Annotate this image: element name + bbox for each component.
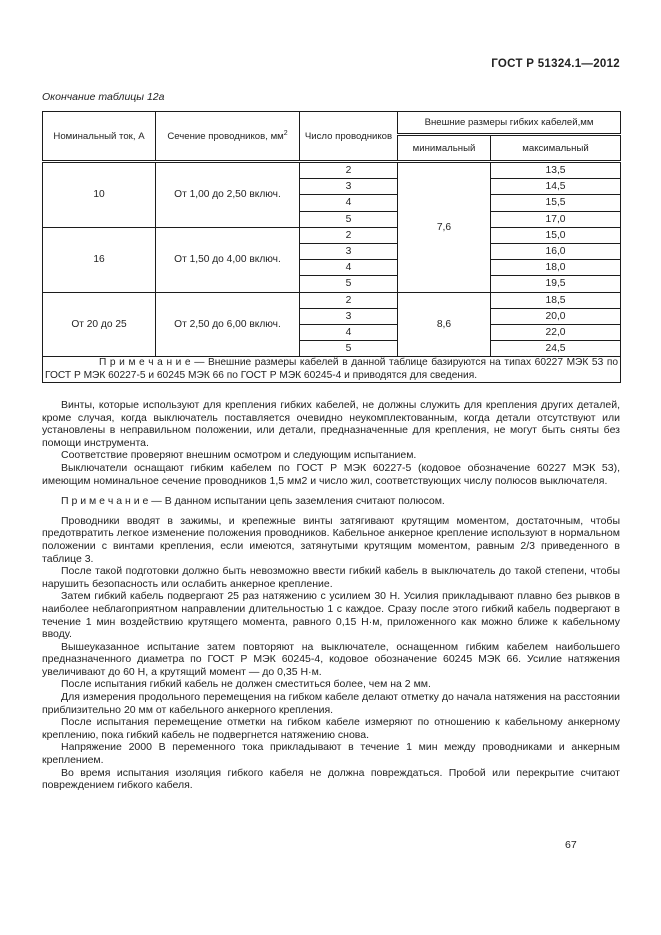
paragraph: Винты, которые используют для крепления …: [42, 399, 620, 449]
column-header-conductor-section-label: Сечение проводников, мм: [167, 130, 284, 142]
cell-section-group1: От 1,00 до 2,50 включ.: [155, 161, 300, 228]
table-row: От 20 до 25 От 2,50 до 6,00 включ. 2 8,6…: [42, 291, 622, 358]
body-text: Винты, которые используют для крепления …: [42, 399, 620, 792]
cell-max: 22,0: [489, 323, 622, 342]
paragraph: После такой подготовки должно быть невоз…: [42, 565, 620, 590]
cell-conductors: 4: [299, 194, 398, 212]
note-paragraph: П р и м е ч а н и е — В данном испытании…: [61, 495, 445, 508]
table-row: 4 15,5: [43, 194, 622, 212]
table-note: П р и м е ч а н и е — Внешние размеры ка…: [45, 357, 619, 381]
paragraph: После испытания перемещение отметки на г…: [42, 716, 620, 741]
cell-max: 14,5: [489, 178, 622, 196]
paragraph: Вышеуказанное испытание затем повторяют …: [42, 640, 620, 678]
doc-code: ГОСТ Р 51324.1—2012: [491, 58, 620, 70]
cell-conductors: 3: [299, 307, 398, 325]
cell-current-group1: 10: [42, 161, 156, 228]
cell-current-group2: 16: [42, 226, 156, 293]
cell-min-86: 8,6: [397, 291, 491, 358]
column-header-maximal: максимальный: [489, 134, 622, 163]
cell-max: 15,0: [489, 226, 622, 244]
cell-max: 18,5: [489, 291, 622, 309]
cell-max: 24,5: [489, 340, 622, 358]
cell-conductors: 3: [299, 178, 398, 196]
cell-conductors: 5: [299, 275, 398, 293]
paragraph: Затем гибкий кабель подвергают 25 раз на…: [42, 590, 620, 641]
paragraph: Выключатели оснащают гибким кабелем по Г…: [42, 461, 620, 487]
cell-max: 20,0: [489, 307, 622, 325]
cell-conductors: 2: [299, 291, 398, 309]
cell-conductors: 2: [299, 160, 398, 180]
column-header-conductor-section: Сечение проводников, мм2: [155, 111, 300, 163]
cell-min-76: 7,6: [397, 161, 491, 293]
table-row: 4 18,0: [43, 259, 622, 277]
cell-max: 13,5: [489, 160, 622, 180]
cell-current-group3: От 20 до 25: [42, 291, 156, 358]
column-header-conductor-count: Число проводников: [299, 111, 398, 163]
cell-conductors: 4: [299, 259, 398, 277]
table-row: 5 19,5: [43, 275, 622, 293]
cable-dimensions-table: Номинальный ток, А Сечение проводников, …: [41, 111, 622, 384]
table-note-row: П р и м е ч а н и е — Внешние размеры ка…: [41, 356, 622, 384]
table-row: 3 16,0: [43, 242, 622, 261]
paragraph: Напряжение 2000 В переменного тока прикл…: [42, 741, 620, 767]
page-number: 67: [565, 839, 577, 851]
table-note-cell: П р и м е ч а н и е — Внешние размеры ка…: [41, 356, 622, 384]
table-row: 16 От 1,50 до 4,00 включ. 2 15,0: [42, 226, 622, 293]
cell-section-group2: От 1,50 до 4,00 включ.: [155, 226, 300, 293]
cell-conductors: 4: [299, 323, 398, 342]
cell-max: 17,0: [489, 210, 622, 228]
cell-max: 15,5: [489, 194, 622, 212]
cell-conductors: 5: [299, 210, 398, 228]
cell-conductors: 5: [299, 340, 398, 358]
paragraph: Для измерения продольного перемещения на…: [42, 691, 620, 716]
paragraph: Во время испытания изоляция гибкого кабе…: [42, 766, 620, 792]
table-row: 3 14,5: [43, 178, 622, 196]
table-row: 5 24,5: [43, 340, 622, 358]
cell-conductors: 2: [299, 226, 398, 244]
cell-section-group3: От 2,50 до 6,00 включ.: [155, 291, 300, 358]
cell-max: 16,0: [489, 242, 622, 261]
paragraph: Соответствие проверяют внешним осмотром …: [61, 449, 417, 462]
paragraph: Проводники вводят в зажимы, и крепежные …: [42, 514, 620, 565]
table-row: 10 От 1,00 до 2,50 включ. 2 7,6 13,5: [42, 160, 622, 293]
table-caption: Окончание таблицы 12а: [42, 91, 165, 103]
paragraph: После испытания гибкий кабель не должен …: [61, 678, 431, 691]
column-header-nominal-current: Номинальный ток, А: [42, 111, 156, 163]
column-header-outer-dimensions-group: Внешние размеры гибких кабелей,мм: [396, 111, 622, 136]
cell-max: 18,0: [489, 259, 622, 277]
cell-max: 19,5: [489, 275, 622, 293]
superscript-2: 2: [283, 129, 288, 137]
column-header-minimal: минимальный: [397, 134, 491, 163]
cell-conductors: 3: [299, 242, 398, 261]
